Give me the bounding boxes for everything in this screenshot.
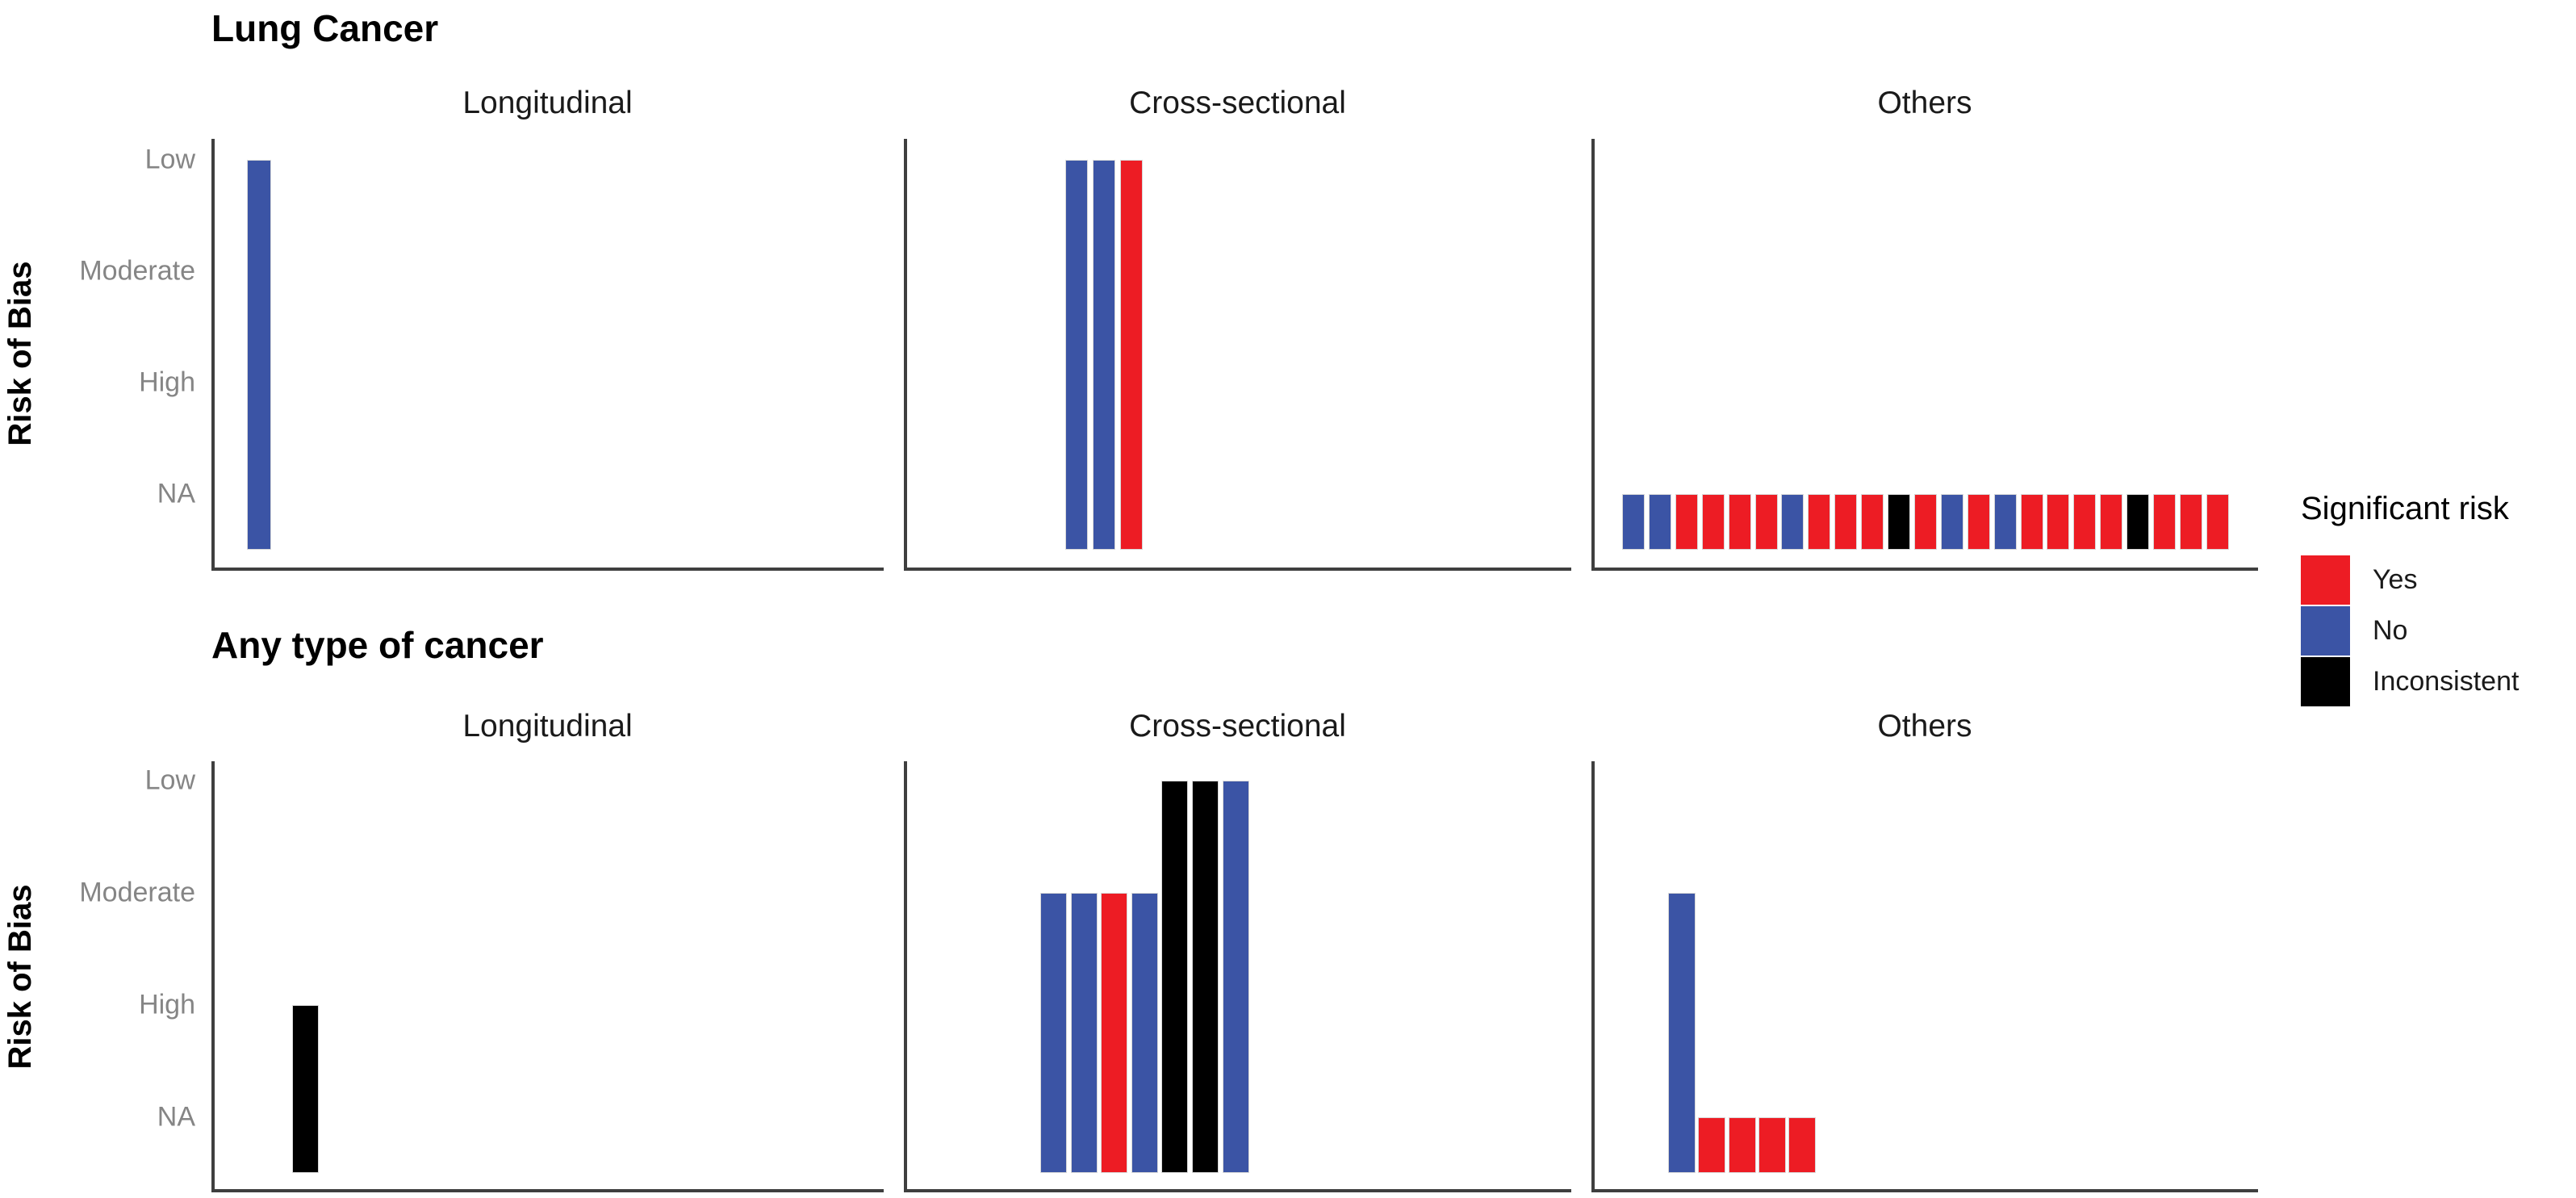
panel-lung-cross-sectional: [904, 139, 1571, 571]
bar-na-yes: [2073, 494, 2097, 550]
y-tick-low-top: Low: [144, 144, 195, 175]
y-tick-moderate-top: Moderate: [79, 255, 195, 287]
bar-na-no: [1781, 494, 1804, 550]
bar-na-yes: [1834, 494, 1858, 550]
bar-na-yes: [2153, 494, 2176, 550]
bar-moderate-no: [1131, 893, 1158, 1173]
facet-header-any-others: Others: [1877, 709, 1972, 744]
bar-na-no: [1993, 494, 2017, 550]
row-title-lung-cancer: Lung Cancer: [211, 7, 439, 49]
bar-na-no: [1940, 494, 1963, 550]
y-tick-low-bottom: Low: [144, 764, 195, 796]
bar-na-yes: [1758, 1117, 1786, 1173]
legend-item-yes: Yes: [2301, 555, 2519, 605]
bar-low-yes: [1120, 160, 1143, 550]
panel-any-longitudinal: [211, 761, 884, 1192]
bar-na-yes: [1728, 494, 1751, 550]
legend-label-no: No: [2373, 615, 2408, 646]
bar-low-no: [1065, 160, 1088, 550]
bar-low-no: [1093, 160, 1115, 550]
legend-title: Significant risk: [2301, 491, 2509, 526]
bar-moderate-no: [1668, 893, 1696, 1173]
bar-na-yes: [1701, 494, 1725, 550]
bar-low-no: [1222, 781, 1249, 1173]
bar-na-inconsistent: [1888, 494, 1910, 550]
bar-na-yes: [1808, 494, 1831, 550]
bar-na-no: [1622, 494, 1645, 550]
y-tick-high-top: High: [139, 367, 195, 398]
legend-label-yes: Yes: [2373, 564, 2418, 595]
bar-na-yes: [2179, 494, 2202, 550]
legend-swatch-no: [2301, 606, 2350, 656]
bar-na-yes: [1861, 494, 1884, 550]
bar-na-yes: [1728, 1117, 1756, 1173]
facet-header-lung-others: Others: [1877, 86, 1972, 120]
bar-low-inconsistent: [1192, 781, 1219, 1173]
panel-lung-longitudinal: [211, 139, 884, 571]
bar-na-yes: [2206, 494, 2229, 550]
bar-na-yes: [1675, 494, 1698, 550]
bar-na-no: [1648, 494, 1671, 550]
bar-moderate-no: [1040, 893, 1067, 1173]
facet-header-lung-longitudinal: Longitudinal: [462, 86, 633, 120]
legend-item-inconsistent: Inconsistent: [2301, 657, 2519, 706]
bar-na-yes: [1698, 1117, 1726, 1173]
y-tick-high-bottom: High: [139, 989, 195, 1020]
facet-header-lung-cross-sectional: Cross-sectional: [1129, 86, 1346, 120]
bar-moderate-no: [1070, 893, 1098, 1173]
y-tick-moderate-bottom: Moderate: [79, 877, 195, 908]
bar-na-yes: [2020, 494, 2043, 550]
bar-na-yes: [1754, 494, 1778, 550]
bar-high-inconsistent: [292, 1005, 319, 1173]
panel-any-cross-sectional: [904, 761, 1571, 1192]
legend-swatch-inconsistent: [2301, 657, 2350, 706]
legend: Significant risk Yes No Inconsistent: [2301, 489, 2519, 708]
bar-na-yes: [1913, 494, 1937, 550]
facet-header-any-longitudinal: Longitudinal: [462, 709, 633, 744]
legend-item-no: No: [2301, 606, 2519, 656]
bar-moderate-yes: [1101, 893, 1128, 1173]
bar-na-yes: [1967, 494, 1990, 550]
row-title-any-cancer: Any type of cancer: [211, 624, 544, 666]
bar-na-yes: [1788, 1117, 1817, 1173]
bar-na-yes: [2047, 494, 2070, 550]
legend-swatch-yes: [2301, 555, 2350, 605]
bar-na-yes: [2100, 494, 2123, 550]
bar-na-inconsistent: [2126, 494, 2150, 550]
y-tick-na-top: NA: [157, 478, 195, 509]
panel-lung-others: [1591, 139, 2258, 571]
bar-low-inconsistent: [1161, 781, 1189, 1173]
bar-low-no: [247, 160, 271, 550]
y-tick-na-bottom: NA: [157, 1101, 195, 1133]
facet-header-any-cross-sectional: Cross-sectional: [1129, 709, 1346, 744]
legend-label-inconsistent: Inconsistent: [2373, 666, 2520, 697]
panel-any-others: [1591, 761, 2258, 1192]
